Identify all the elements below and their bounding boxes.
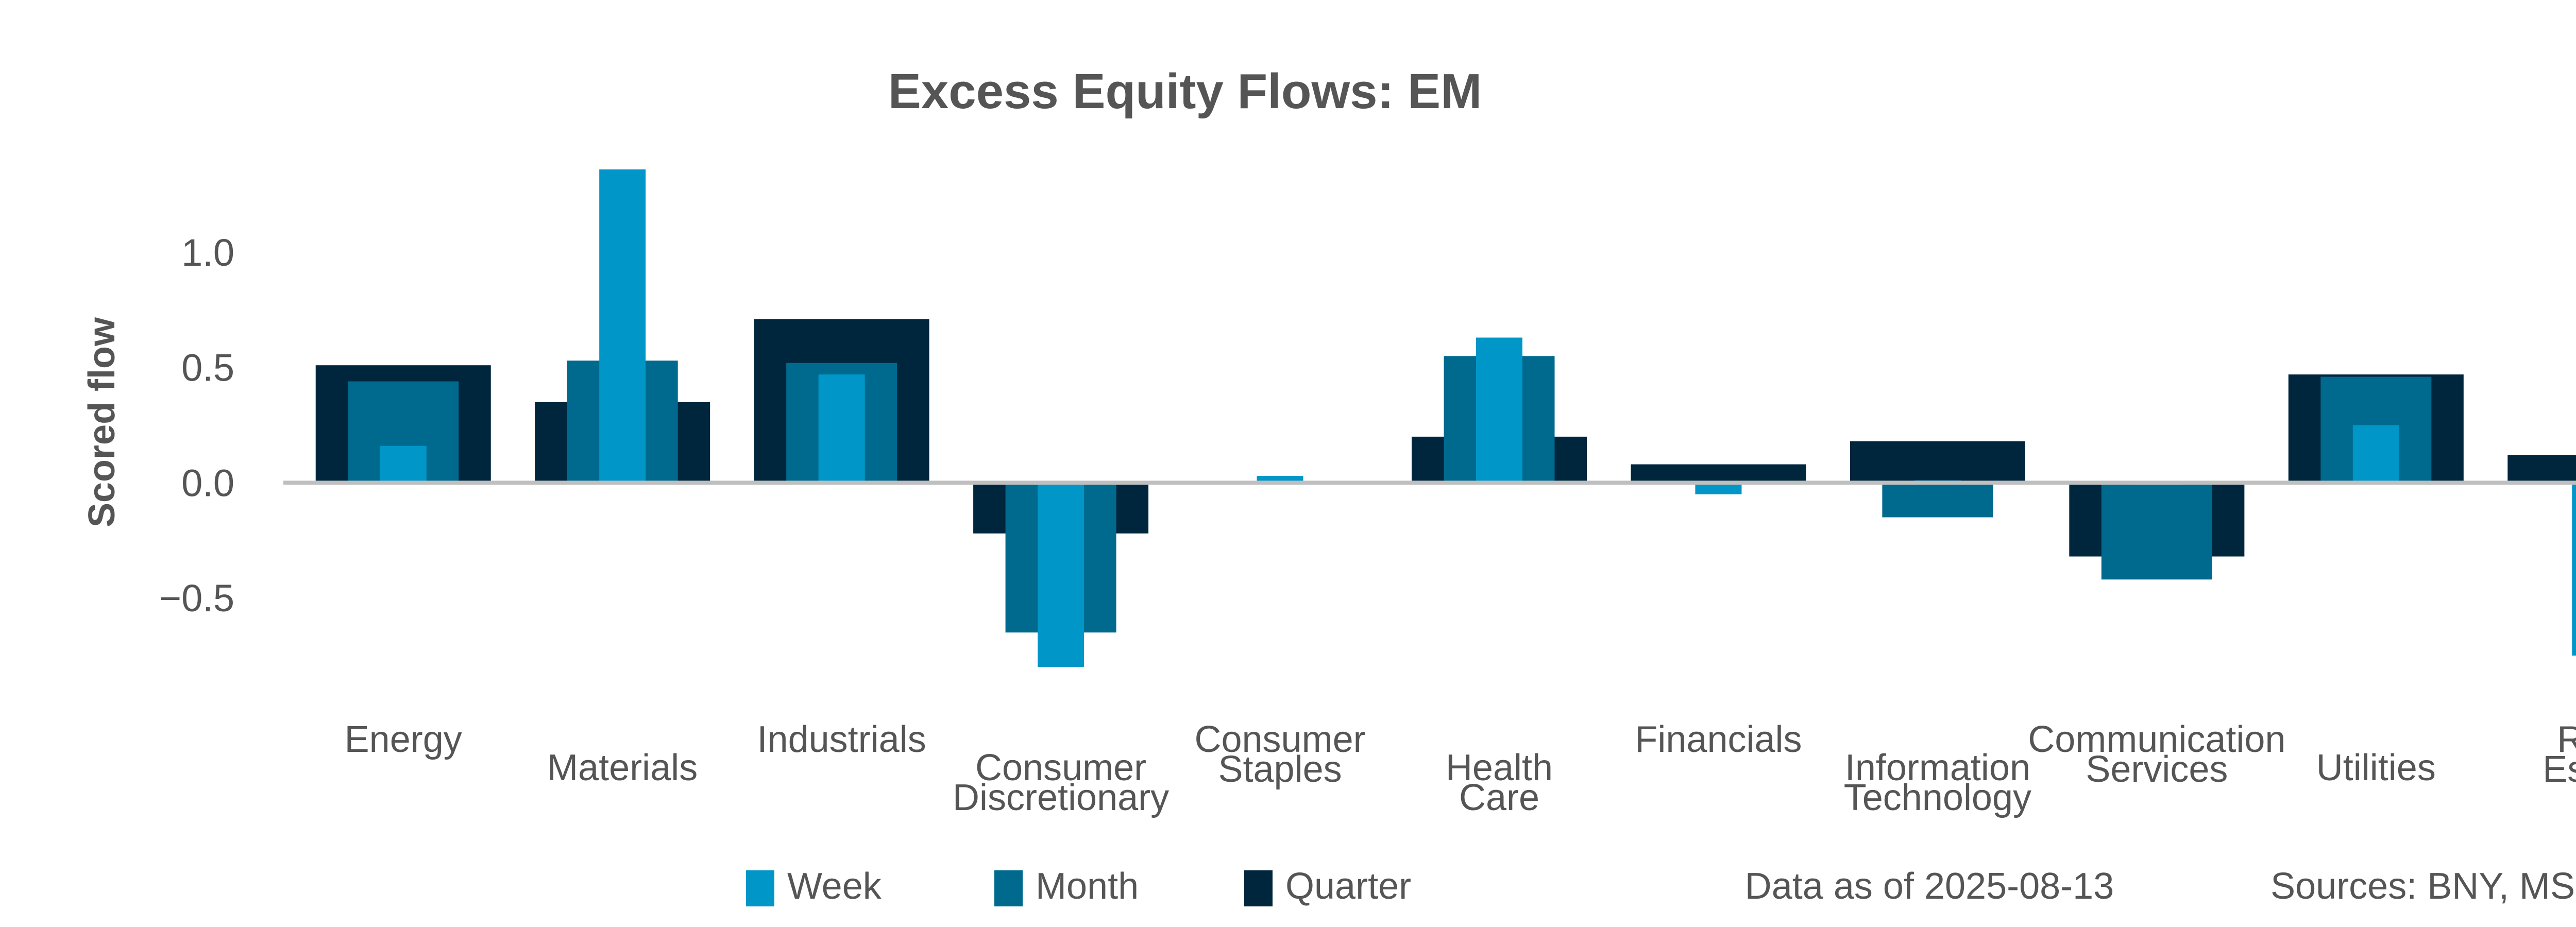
legend-label-month: Month <box>1036 866 1139 907</box>
bar-group <box>535 169 710 483</box>
category-label: Financials <box>1635 719 1802 760</box>
bar-group <box>1850 441 2025 518</box>
bar-quarter <box>1631 464 1806 483</box>
bar-group <box>315 365 491 483</box>
category-label: Information <box>1845 747 2030 788</box>
y-tick-label: −0.5 <box>159 577 234 620</box>
bar-quarter <box>1850 441 2025 483</box>
bar-group <box>973 483 1149 667</box>
category-label: Consumer <box>975 747 1146 788</box>
bar-group <box>2069 483 2245 580</box>
bar-month <box>1882 483 1993 518</box>
chart-title: Excess Equity Flows: EM <box>888 64 1482 119</box>
bar-quarter <box>2507 455 2576 483</box>
bar-week <box>2572 483 2576 656</box>
x-axis-categories: EnergyMaterialsIndustrialsConsumerDiscre… <box>345 719 2576 818</box>
legend-swatch-quarter <box>1244 870 1273 906</box>
y-tick-label: 1.0 <box>181 231 234 274</box>
category-label: Energy <box>345 719 462 760</box>
bar-week <box>599 169 646 483</box>
legend-swatch-month <box>994 870 1023 906</box>
y-tick-label: 0.0 <box>181 461 234 504</box>
bar-week <box>2352 425 2399 483</box>
bar-group <box>2288 374 2464 483</box>
legend: Week Month Quarter <box>746 866 1411 907</box>
category-label: Consumer <box>1194 719 1365 760</box>
category-label: Estate <box>2543 749 2576 790</box>
bar-week <box>1476 337 1522 483</box>
category-label: Staples <box>1218 749 1342 790</box>
y-axis-label: Scored flow <box>81 317 123 527</box>
bar-group <box>1412 337 1587 483</box>
bar-week <box>380 445 427 483</box>
category-label: Discretionary <box>953 777 1169 818</box>
category-label: Real <box>2557 719 2576 760</box>
legend-label-quarter: Quarter <box>1285 866 1411 907</box>
bar-group <box>1631 464 1806 494</box>
category-label: Health <box>1446 747 1553 788</box>
y-axis-ticks: 1.0 0.5 0.0 −0.5 <box>159 231 234 620</box>
sources-note: Sources: BNY, MSCI <box>2270 866 2576 907</box>
bar-week <box>1038 483 1084 667</box>
category-label: Technology <box>1844 777 2031 818</box>
bar-week <box>1695 483 1742 494</box>
category-label: Care <box>1459 777 1539 818</box>
category-label: Communication <box>2028 719 2285 760</box>
category-label: Industrials <box>757 719 926 760</box>
category-label: Services <box>2086 749 2228 790</box>
bars-layer <box>315 169 2576 667</box>
legend-swatch-week <box>746 870 774 906</box>
category-label: Materials <box>547 747 698 788</box>
bar-group <box>754 319 929 483</box>
bar-week <box>818 374 865 483</box>
category-label: Utilities <box>2316 747 2436 788</box>
legend-label-week: Week <box>787 866 882 907</box>
y-tick-label: 0.5 <box>181 347 234 389</box>
data-as-of-note: Data as of 2025-08-13 <box>1745 866 2114 907</box>
bar-group <box>2507 455 2576 656</box>
bar-month <box>2101 483 2212 580</box>
